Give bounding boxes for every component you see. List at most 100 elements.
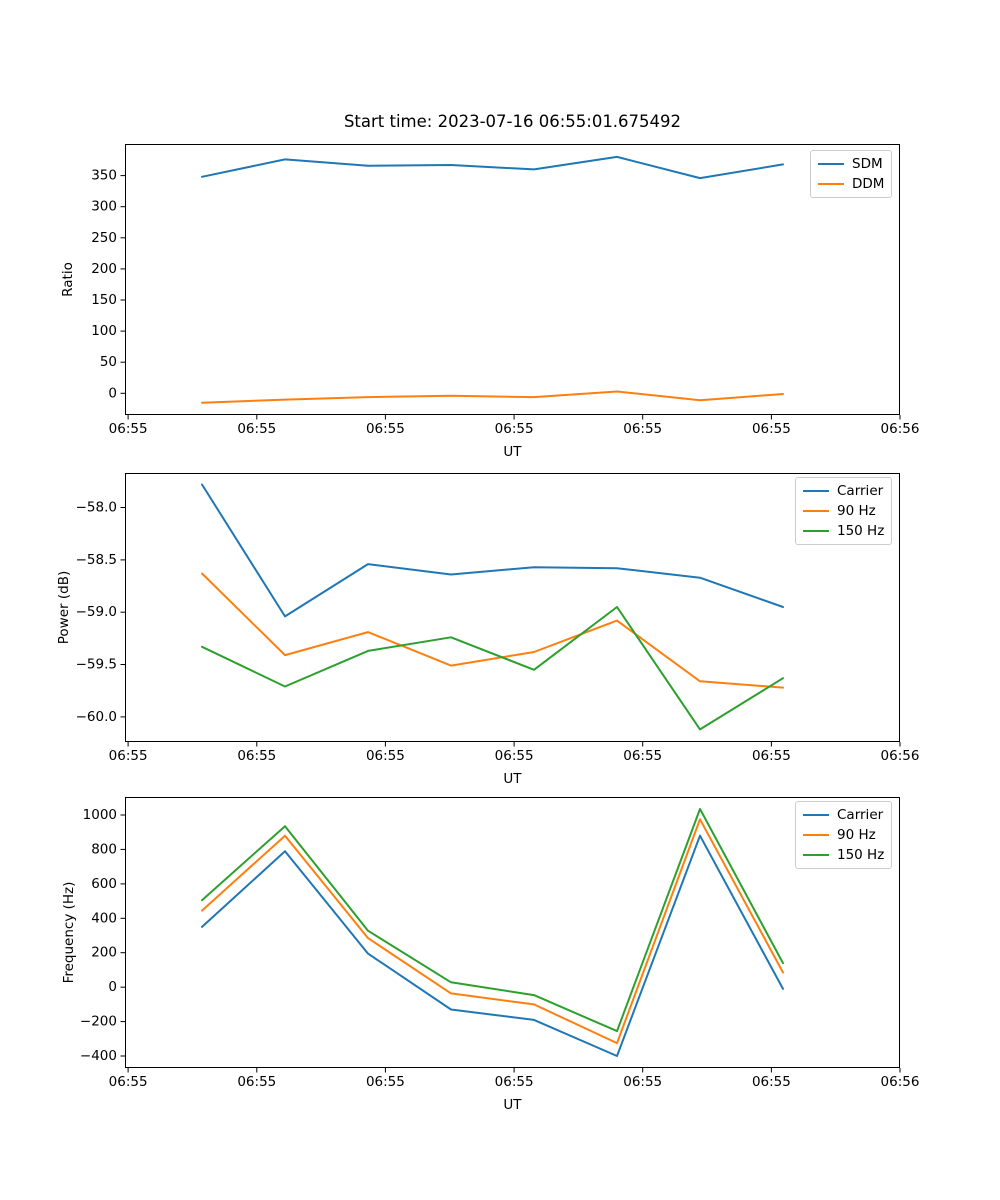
- x-tick-label: 06:55: [623, 421, 662, 437]
- legend-item: 90 Hz: [803, 825, 884, 845]
- y-axis-title: Ratio: [60, 262, 76, 297]
- legend-label: Carrier: [837, 807, 884, 823]
- frequency-legend: Carrier 90 Hz 150 Hz: [795, 801, 893, 869]
- x-tick-label: 06:55: [109, 1074, 148, 1090]
- figure-title: Start time: 2023-07-16 06:55:01.675492: [343, 112, 682, 131]
- legend-item: SDM: [818, 154, 884, 174]
- x-axis: 06:55 06:55 06:55 06:55 06:55 06:55 06:56: [109, 1068, 920, 1090]
- legend-label: 150 Hz: [837, 847, 885, 863]
- y-tick-label: 400: [91, 910, 117, 926]
- y-tick-label: 200: [91, 945, 117, 961]
- y-tick-label: 800: [91, 841, 117, 857]
- legend-line-swatch: [803, 834, 829, 836]
- legend-label: 90 Hz: [837, 827, 876, 843]
- legend-item: 150 Hz: [803, 845, 884, 865]
- y-axis-title: Power (dB): [56, 571, 72, 644]
- x-tick-label: 06:55: [366, 748, 405, 764]
- y-tick-label: −58.5: [76, 552, 117, 568]
- y-tick-label: 50: [100, 354, 117, 370]
- y-axis: 0 50 100 150 200 250 300 350: [91, 168, 125, 401]
- axes-frame: [125, 797, 900, 1068]
- series-line-90-hz: [201, 572, 784, 689]
- ratio-legend: SDM DDM: [810, 150, 893, 198]
- y-tick-label: 350: [91, 168, 117, 184]
- y-tick-label: 1000: [83, 807, 117, 823]
- series-line-ddm: [201, 390, 784, 404]
- x-tick-label: 06:55: [752, 1074, 791, 1090]
- series-line-90-hz: [201, 818, 784, 1045]
- legend-line-swatch: [803, 510, 829, 512]
- y-axis-title: Frequency (Hz): [61, 882, 77, 984]
- series-line-150-hz: [201, 808, 784, 1033]
- series-line-carrier: [201, 834, 784, 1057]
- y-axis: −58.0 −58.5 −59.0 −59.5 −60.0: [76, 500, 125, 725]
- x-tick-label: 06:55: [495, 1074, 534, 1090]
- x-tick-label: 06:55: [366, 1074, 405, 1090]
- y-tick-label: 300: [91, 199, 117, 215]
- y-tick-label: −200: [80, 1014, 117, 1030]
- power-chart: −58.0 −58.5 −59.0 −59.5 −60.0 06:55 06:55 06:55…: [56, 473, 919, 787]
- series-line-150-hz: [201, 606, 784, 731]
- legend-item: 150 Hz: [803, 521, 884, 541]
- x-tick-label: 06:55: [752, 421, 791, 437]
- y-tick-label: 250: [91, 230, 117, 246]
- x-tick-label: 06:55: [623, 1074, 662, 1090]
- legend-label: 90 Hz: [837, 503, 876, 519]
- legend-line-swatch: [803, 530, 829, 532]
- x-tick-label: 06:55: [752, 748, 791, 764]
- x-tick-label: 06:56: [881, 748, 920, 764]
- x-axis-title: UT: [503, 1097, 522, 1113]
- y-tick-label: 200: [91, 261, 117, 277]
- x-tick-label: 06:55: [495, 748, 534, 764]
- x-axis-title: UT: [503, 771, 522, 787]
- legend-item: Carrier: [803, 481, 884, 501]
- axes-frame: [125, 144, 900, 415]
- legend-line-swatch: [818, 183, 844, 185]
- x-tick-label: 06:55: [237, 748, 276, 764]
- y-tick-label: 0: [108, 385, 117, 401]
- series-line-carrier: [201, 483, 784, 618]
- y-tick-label: −400: [80, 1048, 117, 1064]
- x-axis-title: UT: [503, 444, 522, 460]
- series-line-sdm: [201, 155, 784, 180]
- x-tick-label: 06:55: [366, 421, 405, 437]
- x-axis: 06:55 06:55 06:55 06:55 06:55 06:55 06:56: [109, 742, 920, 764]
- x-tick-label: 06:55: [237, 421, 276, 437]
- y-tick-label: 100: [91, 323, 117, 339]
- y-tick-label: 150: [91, 292, 117, 308]
- x-tick-label: 06:55: [495, 421, 534, 437]
- x-tick-label: 06:55: [109, 421, 148, 437]
- y-tick-label: 600: [91, 876, 117, 892]
- legend-item: Carrier: [803, 805, 884, 825]
- power-plot-area: −58.0−58.5−59.0−59.5−60.006:55 06:55 06:55…: [56, 473, 919, 787]
- y-axis: 1000 800 600 400 200 0 −200 −400: [80, 807, 125, 1064]
- legend-label: SDM: [852, 156, 883, 172]
- x-tick-label: 06:55: [623, 748, 662, 764]
- legend-line-swatch: [803, 814, 829, 816]
- legend-line-swatch: [803, 854, 829, 856]
- x-tick-label: 06:55: [109, 748, 148, 764]
- y-tick-label: −59.5: [76, 657, 117, 673]
- axes-frame: [125, 473, 900, 742]
- ratio-chart: 0 50 100 150 200 250 300 350 06:55 06:55 06:55 06:5…: [60, 144, 919, 460]
- legend-label: DDM: [852, 176, 885, 192]
- power-legend: Carrier 90 Hz 150 Hz: [795, 477, 893, 545]
- legend-label: Carrier: [837, 483, 884, 499]
- x-axis: 06:55 06:55 06:55 06:55 06:55 06:55 06:56: [109, 415, 920, 437]
- frequency-chart: 1000 800 600 400 200 0 −200 −400 06:55 06:55 06:55…: [61, 797, 919, 1113]
- legend-item: 90 Hz: [803, 501, 884, 521]
- legend-line-swatch: [818, 163, 844, 165]
- legend-label: 150 Hz: [837, 523, 885, 539]
- y-tick-label: −59.0: [76, 604, 117, 620]
- legend-item: DDM: [818, 174, 884, 194]
- y-tick-label: −58.0: [76, 500, 117, 516]
- x-tick-label: 06:55: [237, 1074, 276, 1090]
- x-tick-label: 06:56: [881, 1074, 920, 1090]
- y-tick-label: 0: [108, 979, 117, 995]
- y-tick-label: −60.0: [76, 709, 117, 725]
- legend-line-swatch: [803, 490, 829, 492]
- x-tick-label: 06:56: [881, 421, 920, 437]
